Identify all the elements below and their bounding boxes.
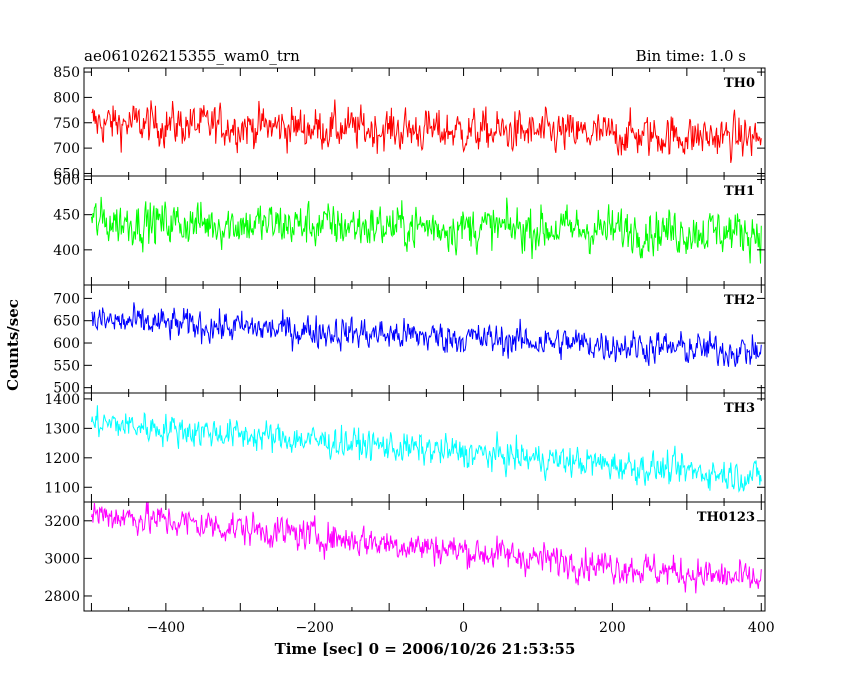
y-tick-label: 500 xyxy=(53,381,80,397)
x-tick-label: 0 xyxy=(459,620,468,636)
y-tick-label: 1200 xyxy=(44,451,80,467)
x-tick-label: −200 xyxy=(295,620,333,636)
y-tick-label: 1300 xyxy=(44,421,80,437)
y-tick-label: 700 xyxy=(53,141,80,157)
y-tick-label: 3200 xyxy=(44,514,80,530)
y-tick-label: 800 xyxy=(53,90,80,106)
y-tick-label: 500 xyxy=(53,173,80,189)
chart-title: ae061026215355_wam0_trn xyxy=(84,47,300,65)
panel-th2: 500 550 600 650 700 TH2 xyxy=(53,284,766,397)
y-tick-label: 3000 xyxy=(44,551,80,567)
y-axis-label: Counts/sec xyxy=(4,299,22,391)
panel-th0: 650 700 750 800 850 TH0 xyxy=(53,65,766,182)
panel-th3: 1100 1200 1300 1400 TH3 xyxy=(44,392,766,503)
series-th3 xyxy=(90,405,762,493)
y-tick-label: 750 xyxy=(53,116,80,132)
panel-frame xyxy=(83,392,766,503)
panel-label: TH0 xyxy=(724,76,755,91)
y-tick-label: 600 xyxy=(53,336,80,352)
panel-label: TH2 xyxy=(724,293,755,308)
y-tick-label: 400 xyxy=(53,243,80,259)
panel-th0123: 2800 3000 3200 TH0123 xyxy=(44,501,766,612)
bin-time-label: Bin time: 1.0 s xyxy=(636,47,746,65)
x-tick-label: −400 xyxy=(147,620,185,636)
panel-frame xyxy=(83,501,766,612)
y-tick-label: 2800 xyxy=(44,589,80,605)
panel-label: TH1 xyxy=(724,184,755,199)
series-th1 xyxy=(90,196,762,264)
series-th0123 xyxy=(90,502,762,594)
panel-label: TH0123 xyxy=(697,510,755,525)
y-tick-label: 700 xyxy=(53,291,80,307)
y-tick-label: 650 xyxy=(53,166,80,182)
x-tick-label: 200 xyxy=(599,620,626,636)
panels-group: 650 700 750 800 850 TH0 400 450 500 TH1 500 550 600 6… xyxy=(44,65,774,636)
y-tick-label: 650 xyxy=(53,314,80,330)
y-tick-label: 1400 xyxy=(44,392,80,408)
series-th2 xyxy=(91,302,762,367)
y-tick-label: 850 xyxy=(53,65,80,81)
x-axis-label: Time [sec] 0 = 2006/10/26 21:53:55 xyxy=(275,640,576,658)
y-tick-label: 1100 xyxy=(44,480,80,496)
x-tick-label: 400 xyxy=(748,620,775,636)
series-th0 xyxy=(91,99,762,163)
panel-label: TH3 xyxy=(724,401,755,416)
y-tick-label: 450 xyxy=(53,208,80,224)
panel-th1: 400 450 500 TH1 xyxy=(53,173,766,286)
y-tick-label: 550 xyxy=(53,358,80,374)
